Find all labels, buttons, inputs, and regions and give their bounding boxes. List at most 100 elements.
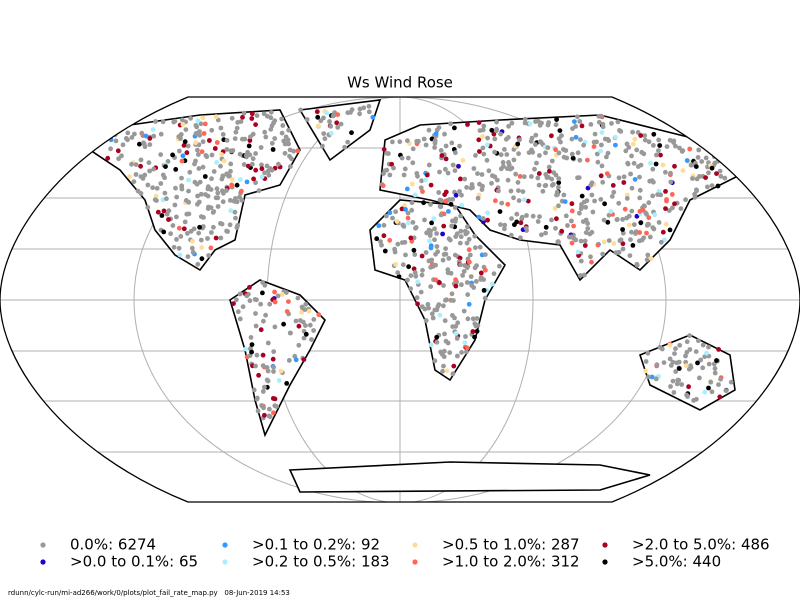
station-dot [412,192,418,198]
station-dot [214,160,220,165]
station-dot [267,406,272,412]
station-dot [391,165,396,171]
station-dot [645,252,651,258]
station-dot [409,200,415,206]
station-dot [453,150,458,156]
station-dot [582,238,588,244]
station-dot [253,363,258,369]
station-dot [188,115,194,121]
station-dot [256,372,261,378]
station-dot [247,138,253,143]
station-dot [504,152,510,157]
station-dot [412,270,418,275]
station-dot [649,374,655,380]
station-dot [409,181,415,187]
station-dot [202,121,208,127]
station-dot [286,141,291,147]
station-dot [605,219,611,225]
station-dot [387,210,393,216]
station-dot [173,185,178,191]
station-dot [438,148,444,153]
station-dot [174,214,179,220]
station-dot [178,234,184,239]
station-dot [526,150,532,156]
station-dot [434,334,440,340]
station-dot [170,152,176,158]
station-dot [540,188,546,194]
station-dot [224,171,230,177]
station-dot [664,144,670,150]
station-dot [518,235,523,241]
station-dot [131,179,137,185]
station-dot [179,117,185,123]
station-dot [207,138,212,143]
station-dot [269,140,275,146]
station-dot [644,211,649,217]
station-dot [213,114,219,120]
station-dot [582,272,587,278]
station-dot [533,119,538,124]
legend-label: >2.0 to 5.0%: 486 [632,536,770,554]
station-dot [645,374,651,380]
station-dot [530,149,536,155]
station-dot [262,412,267,418]
station-dot [569,208,575,214]
station-dot [561,154,567,160]
station-dot [205,193,211,199]
station-dot [571,223,576,229]
station-dot [413,273,419,279]
station-dot [627,222,632,228]
station-dot [443,166,448,172]
station-dot [629,208,635,214]
station-dot [239,197,245,203]
station-dot [296,323,302,329]
station-dot [466,236,472,242]
station-dot [561,147,566,152]
station-dot [616,200,622,206]
station-dot [423,250,429,255]
station-dot [265,168,271,174]
station-dot [546,120,551,125]
station-dot [573,134,579,140]
station-dot [268,115,274,121]
station-dot [644,223,650,228]
station-dot [182,139,188,145]
station-dot [537,214,542,220]
station-dot [439,198,444,204]
station-dot [449,140,455,146]
station-dot [602,201,607,207]
station-dot [137,141,142,147]
station-dot [253,311,258,316]
station-dot [433,251,438,257]
station-dot [209,152,215,158]
station-dot [249,111,255,117]
station-dot [523,225,529,231]
station-dot [271,120,276,126]
station-dot [267,414,273,420]
station-dot [335,125,341,130]
station-dot [410,160,416,166]
station-dot [405,155,411,161]
station-dot [515,141,521,147]
station-dot [205,184,211,190]
station-dot [187,169,193,175]
station-dot [543,150,548,156]
station-dot [700,342,706,348]
station-dot [459,202,465,208]
station-dot [643,359,649,364]
station-dot [381,222,387,228]
station-dot [271,410,276,416]
station-dot [405,277,410,283]
station-dot [688,365,694,370]
station-dot [572,119,577,124]
station-dot [270,147,276,152]
station-dot [437,169,442,175]
station-dot [200,115,206,121]
legend: 0.0%: 6274>0.0 to 0.1%: 65 >0.1 to 0.2%: … [40,536,770,571]
station-dot [679,382,685,387]
station-dot [661,360,667,365]
station-dot [666,208,672,214]
station-dot [193,131,199,136]
station-dot [660,229,666,235]
station-dot [282,141,288,147]
